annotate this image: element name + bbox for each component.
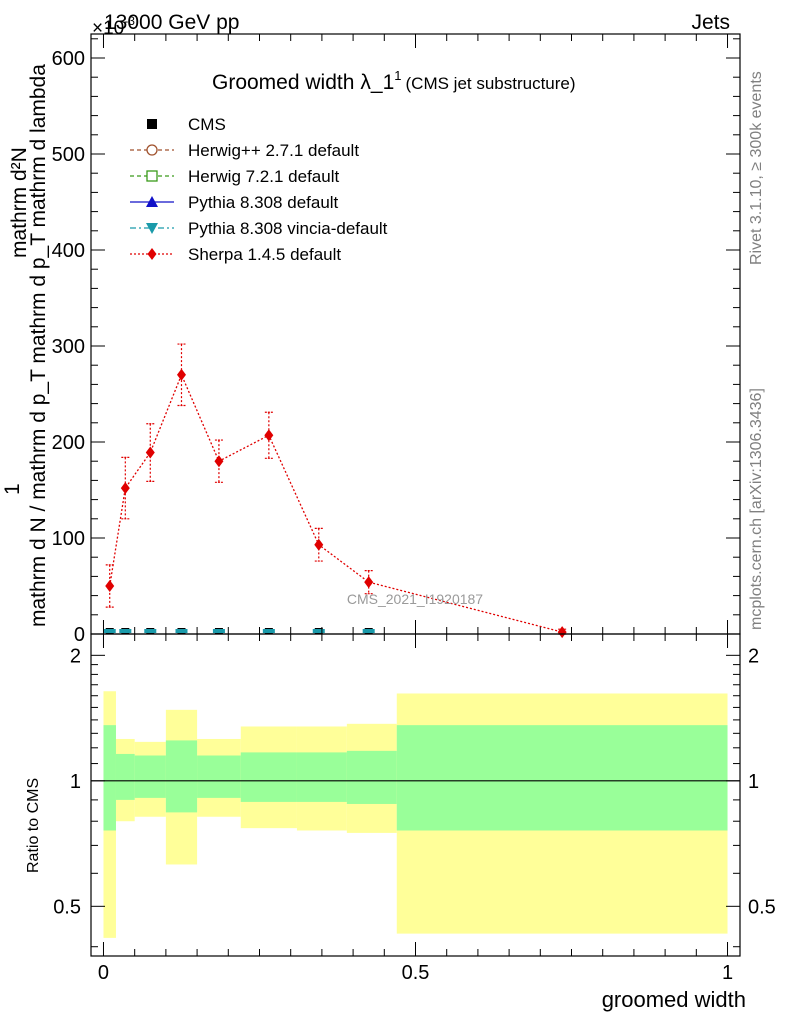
vincia-point-5 [262, 629, 275, 633]
main-y-tick-label-0: 0 [74, 624, 85, 646]
vincia-point-6 [312, 629, 325, 633]
main-panel [103, 343, 567, 639]
ratio-y-tick-label-left-2: 2 [70, 645, 81, 667]
ratio-inner-band-8 [396, 725, 728, 831]
vincia-point-4 [212, 629, 225, 633]
y-label-top: mathrm d²N [8, 147, 31, 258]
main-y-axis-label: mathrm d²N 1 mathrm d N / mathrm d p_T m… [1, 64, 50, 627]
legend-item-2: Herwig 7.2.1 default [130, 167, 339, 186]
legend: CMS Herwig++ 2.7.1 default Herwig 7.2.1 de… [130, 115, 388, 264]
x-tick-label-2: 1 [722, 962, 733, 984]
vincia-point-1 [119, 629, 132, 633]
x-axis-label: groomed width [602, 987, 746, 1012]
main-y-tick-label-6: 600 [52, 48, 85, 70]
ratio-y-tick-label-left-1: 1 [70, 771, 81, 793]
legend-label-5: Sherpa 1.4.5 default [188, 245, 341, 264]
legend-item-4: Pythia 8.308 vincia-default [130, 219, 388, 238]
main-y-tick-label-4: 400 [52, 240, 85, 262]
sherpa-line [109, 373, 563, 633]
ratio-y-label: Ratio to CMS [25, 778, 42, 873]
legend-item-5: Sherpa 1.4.5 default [130, 245, 341, 264]
sherpa-errorbar-5 [264, 411, 273, 459]
y-label-one: 1 [1, 483, 24, 495]
sherpa-point-1 [120, 482, 130, 495]
legend-label-3: Pythia 8.308 default [188, 193, 339, 212]
sherpa-point-2 [145, 446, 155, 459]
legend-label-2: Herwig 7.2.1 default [188, 167, 339, 186]
legend-marker-1 [146, 144, 158, 156]
legend-label-0: CMS [188, 115, 226, 134]
legend-marker-0 [147, 119, 157, 129]
main-y-tick-label-2: 200 [52, 432, 85, 454]
sherpa-errorbar-7 [364, 570, 373, 595]
ratio-inner-band-4 [197, 755, 241, 798]
ratio-inner-band-3 [165, 740, 198, 813]
legend-marker-3 [146, 196, 158, 207]
rivet-label: Rivet 3.1.10, ≥ 300k events [748, 71, 765, 265]
main-y-tick-label-5: 500 [52, 144, 85, 166]
axes: 0 100 200 300 400 500 600 0 0.5 1 0.5 0.5 1 1 2 2 [52, 33, 776, 984]
main-y-tick-label-1: 100 [52, 528, 85, 550]
ratio-panel [91, 691, 740, 938]
x-tick-label-0: 0 [98, 962, 109, 984]
vincia-point-0 [103, 629, 116, 633]
legend-marker-2 [146, 170, 158, 182]
vincia-point-2 [144, 629, 157, 633]
main-y-tick-label-3: 300 [52, 336, 85, 358]
sherpa-point-7 [364, 576, 374, 589]
sherpa-errorbar-1 [121, 456, 130, 520]
vincia-point-7 [362, 629, 375, 633]
sherpa-point-4 [214, 455, 224, 468]
sherpa-errorbar-3 [177, 343, 186, 407]
mcplots-label: mcplots.cern.ch [arXiv:1306.3436] [748, 388, 765, 630]
sherpa-point-6 [314, 538, 324, 551]
ratio-inner-band-5 [240, 752, 297, 802]
ratio-inner-band-1 [115, 753, 135, 800]
ratio-y-tick-label-right-2: 2 [748, 645, 759, 667]
sherpa-point-3 [176, 368, 186, 381]
legend-item-1: Herwig++ 2.7.1 default [130, 141, 359, 160]
ratio-inner-band-2 [134, 755, 166, 798]
category-label: Jets [691, 11, 730, 34]
y-label-bottom: mathrm d N / mathrm d p_T mathrm d p_T m… [27, 64, 50, 627]
legend-item-0: CMS [147, 115, 226, 134]
legend-label-4: Pythia 8.308 vincia-default [188, 219, 388, 238]
ratio-inner-band-6 [296, 752, 347, 802]
vincia-point-3 [175, 629, 188, 633]
ratio-y-tick-label-left-0: 0.5 [53, 896, 81, 918]
legend-label-1: Herwig++ 2.7.1 default [188, 141, 359, 160]
x-tick-label-1: 0.5 [402, 962, 430, 984]
legend-marker-5 [147, 248, 157, 260]
sherpa-point-5 [264, 429, 274, 442]
legend-marker-4 [146, 223, 158, 234]
ratio-inner-band-0 [103, 725, 116, 831]
energy-label: 13000 GeV pp [104, 11, 239, 34]
sherpa-point-0 [105, 580, 115, 592]
chart-title: Groomed width λ_11 (CMS jet substructure) [212, 68, 576, 94]
ratio-y-tick-label-right-1: 1 [748, 771, 759, 793]
legend-item-3: Pythia 8.308 default [130, 193, 339, 212]
sherpa-point-8 [557, 626, 567, 639]
ratio-inner-band-7 [346, 750, 397, 804]
watermark: CMS_2021_I1920187 [347, 591, 483, 607]
ratio-y-tick-label-right-0: 0.5 [748, 896, 776, 918]
